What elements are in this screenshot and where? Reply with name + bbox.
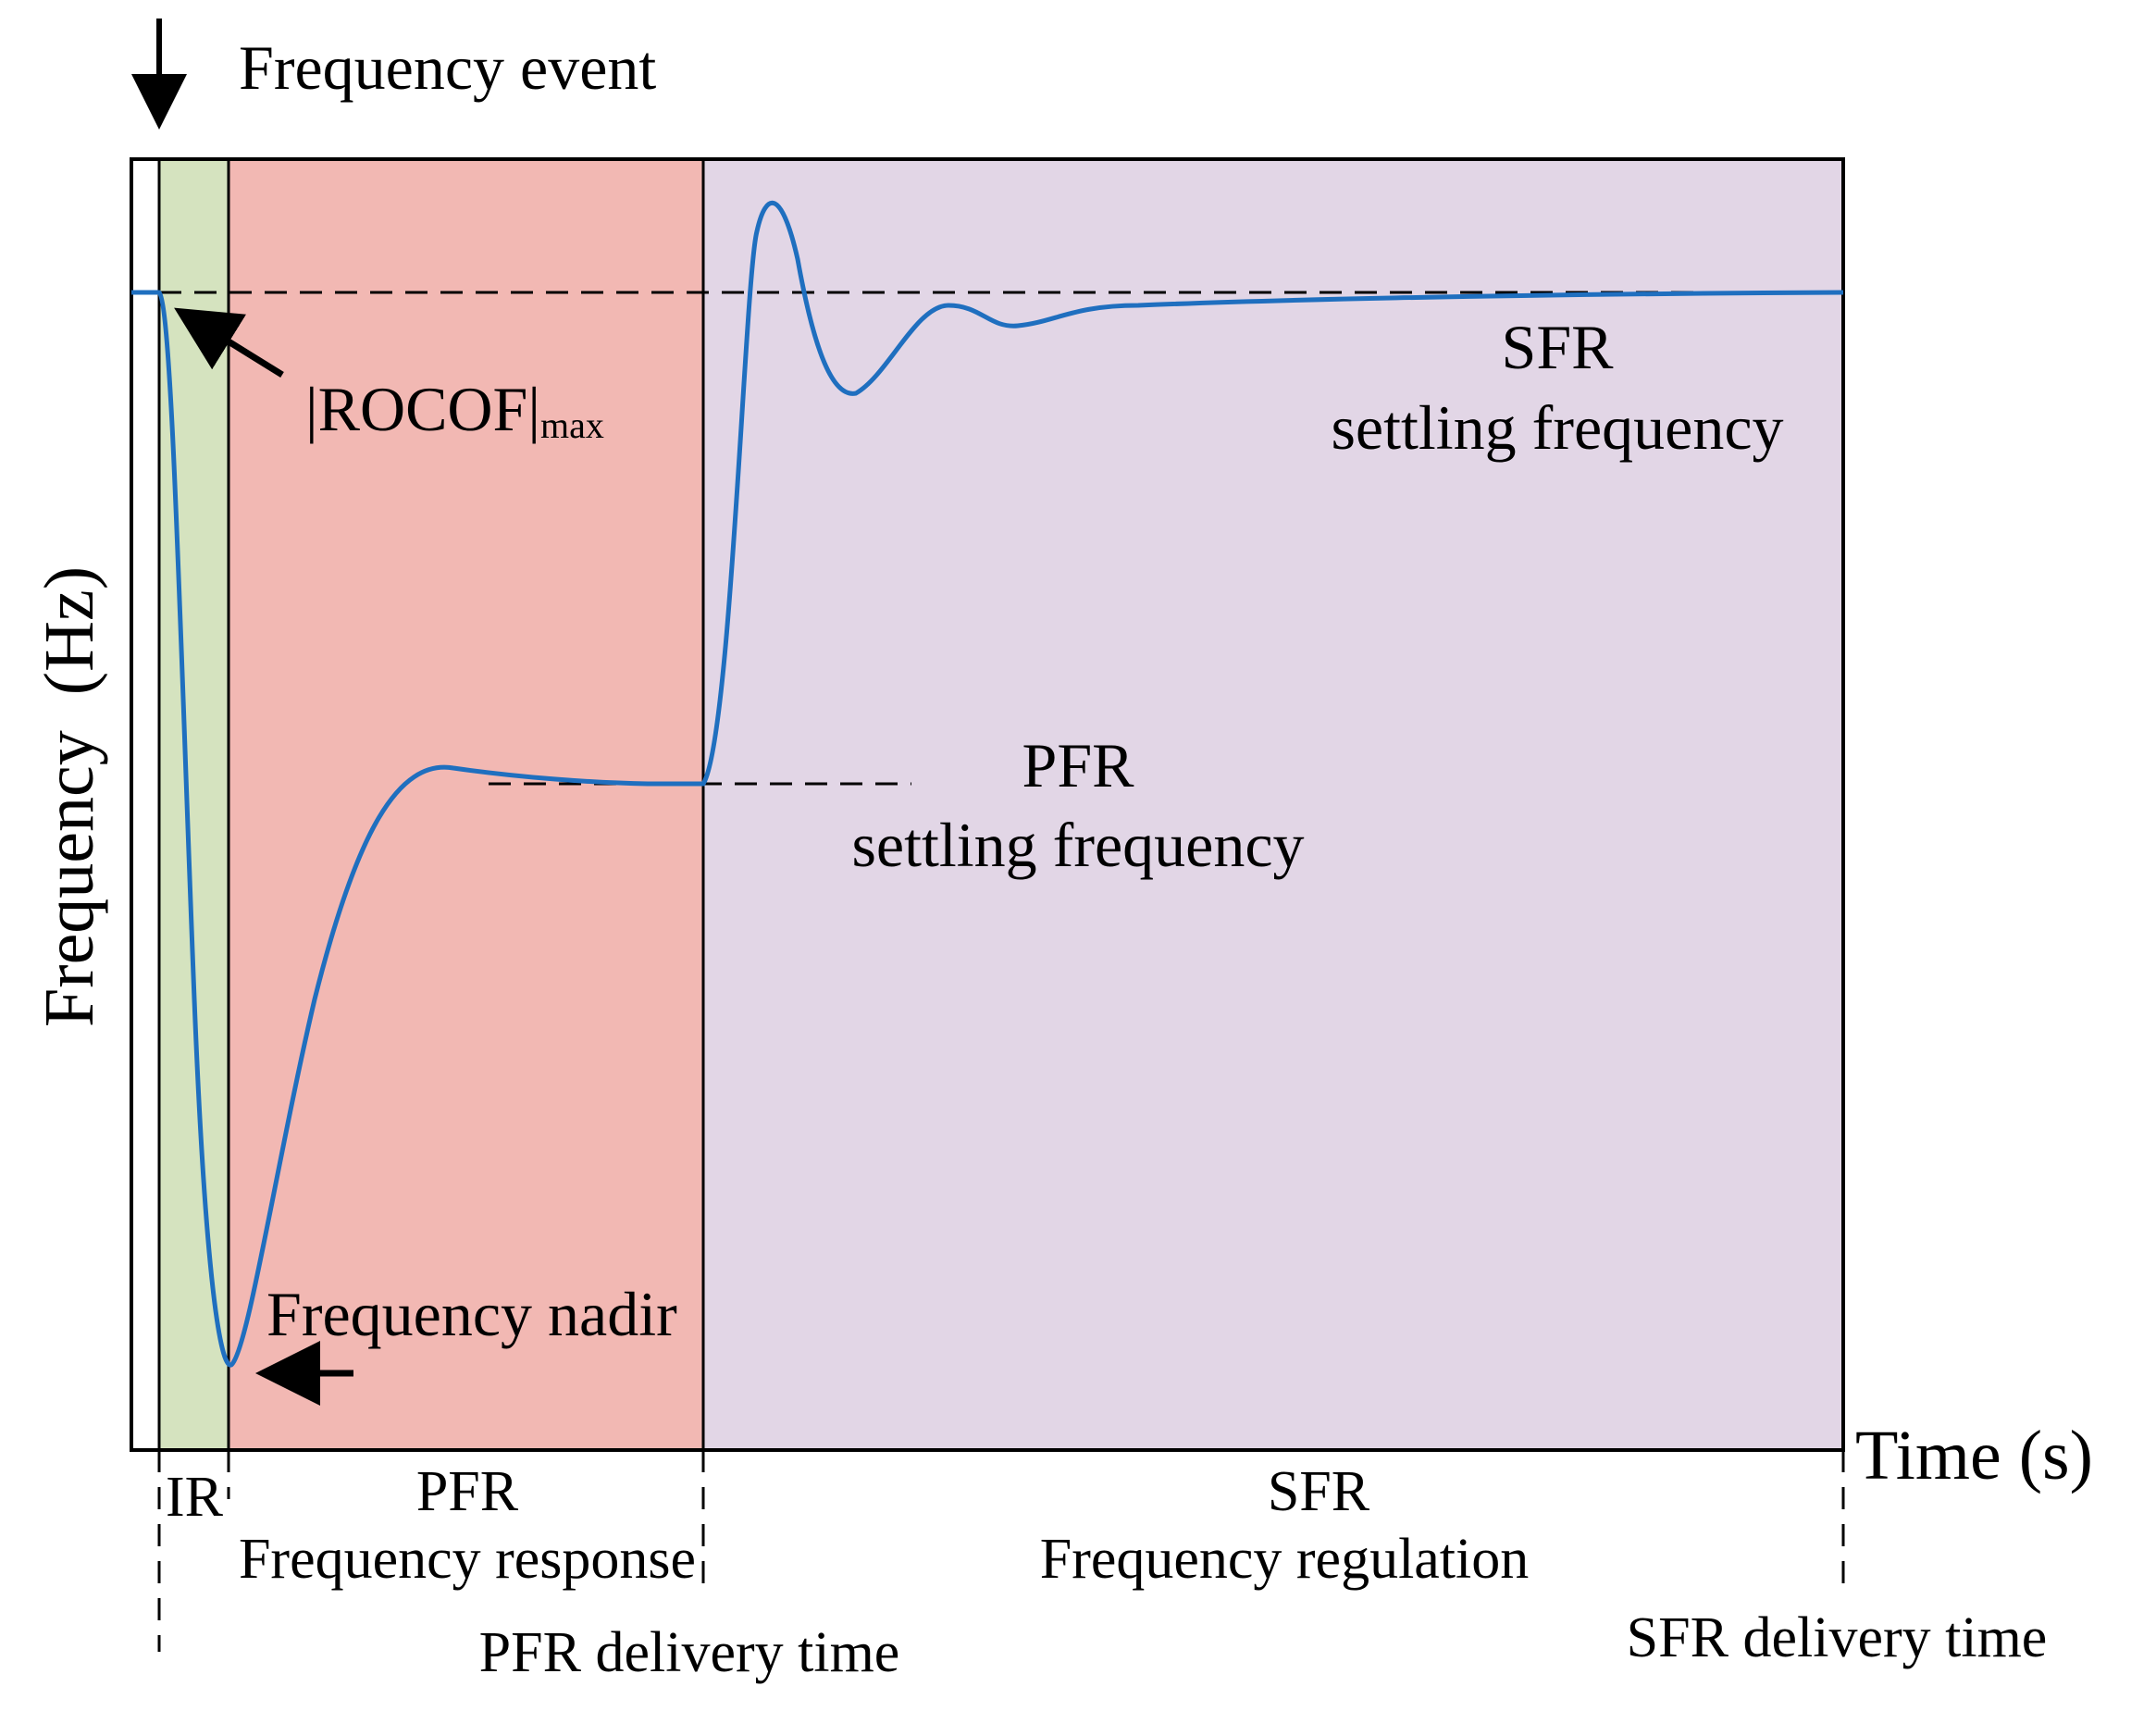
pfr-delivery-time-label: PFR delivery time <box>479 1621 900 1684</box>
pfr-settling-label-line1: PFR <box>1022 730 1135 800</box>
region-sfr-fill <box>703 159 1843 1450</box>
rocof-label: |ROCOF|max <box>305 374 604 446</box>
region-pfr-label: PFR <box>416 1460 519 1523</box>
y-axis-label: Frequency (Hz) <box>31 566 108 1027</box>
rocof-arrow <box>174 307 284 378</box>
sfr-delivery-time-label: SFR delivery time <box>1627 1606 2048 1669</box>
region-sfr-sublabel: Frequency regulation <box>1040 1528 1530 1591</box>
region-sfr-label: SFR <box>1268 1460 1370 1523</box>
frequency-curve <box>131 200 1844 1368</box>
sfr-settling-label-line2: settling frequency <box>1331 392 1783 463</box>
frequency-nadir-label: Frequency nadir <box>266 1279 677 1349</box>
region-ir-label: IR <box>166 1466 224 1529</box>
sfr-settling-label-line1: SFR <box>1502 312 1615 382</box>
pfr-settling-label-line2: settling frequency <box>851 810 1304 880</box>
region-pfr-sublabel: Frequency response <box>239 1528 696 1591</box>
x-axis-label: Time (s) <box>1855 1417 2093 1494</box>
plot-frame <box>130 157 1845 1452</box>
frequency-event-label: Frequency event <box>239 32 656 103</box>
region-pfr-fill <box>229 159 703 1450</box>
